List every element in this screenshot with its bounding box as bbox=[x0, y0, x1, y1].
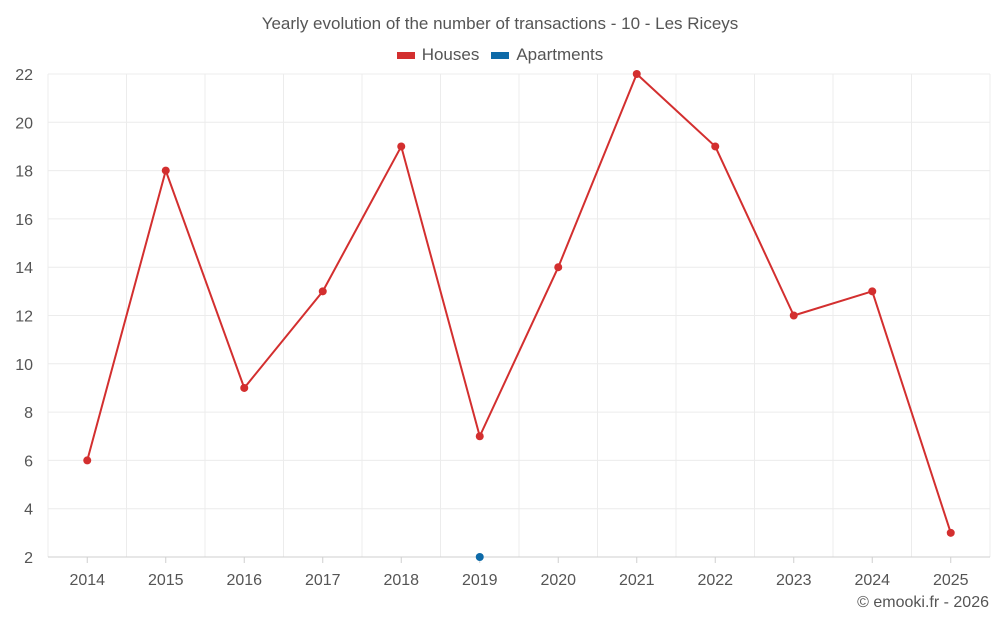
axes bbox=[48, 556, 990, 563]
x-tick-labels: 2014 2015 2016 2017 2018 2019 2020 2021 2022 2023… bbox=[69, 572, 968, 589]
legend-swatch-houses bbox=[396, 51, 415, 59]
grid bbox=[47, 73, 991, 557]
data-point-houses bbox=[789, 311, 798, 320]
data-point-houses bbox=[868, 287, 877, 296]
legend-label-houses: Houses bbox=[421, 45, 480, 64]
x-tick-label: 2023 bbox=[776, 572, 812, 589]
y-tick-label: 14 bbox=[15, 260, 33, 277]
y-tick-label: 4 bbox=[24, 502, 33, 519]
series-lines bbox=[86, 73, 952, 534]
x-tick-label: 2014 bbox=[69, 572, 105, 589]
data-point-houses bbox=[946, 528, 955, 537]
legend-swatch-apartments bbox=[491, 51, 510, 59]
y-tick-label: 18 bbox=[15, 164, 33, 181]
y-tick-label: 10 bbox=[15, 357, 33, 374]
data-point-houses bbox=[554, 263, 563, 272]
x-tick-label: 2024 bbox=[854, 572, 890, 589]
legend-item-houses[interactable]: Houses bbox=[396, 45, 480, 65]
data-point-houses bbox=[397, 142, 406, 151]
data-point-houses bbox=[475, 432, 484, 441]
legend-item-apartments[interactable]: Apartments bbox=[491, 45, 603, 65]
data-point-houses bbox=[240, 383, 249, 392]
x-tick-label: 2019 bbox=[462, 572, 498, 589]
x-tick-label: 2021 bbox=[619, 572, 655, 589]
y-tick-label: 12 bbox=[15, 309, 33, 326]
x-tick-label: 2018 bbox=[383, 572, 419, 589]
series-line-houses bbox=[86, 73, 952, 534]
legend-label-apartments: Apartments bbox=[516, 45, 604, 64]
x-tick-label: 2016 bbox=[226, 572, 262, 589]
credit: © emooki.fr - 2026 bbox=[857, 594, 989, 611]
data-point-houses bbox=[83, 456, 92, 465]
y-tick-label: 2 bbox=[24, 550, 33, 567]
data-point-houses bbox=[318, 287, 327, 296]
data-point-houses bbox=[711, 142, 720, 151]
chart-title: Yearly evolution of the number of transa… bbox=[261, 14, 739, 33]
legend: Houses Apartments bbox=[0, 45, 1000, 65]
x-tick-label: 2022 bbox=[697, 572, 733, 589]
y-tick-label: 16 bbox=[15, 212, 33, 229]
x-tick-label: 2025 bbox=[933, 572, 969, 589]
y-tick-labels: 2 4 6 8 10 12 14 16 18 20 22 bbox=[15, 67, 33, 567]
y-tick-label: 22 bbox=[15, 67, 33, 84]
x-tick-label: 2017 bbox=[305, 572, 341, 589]
data-point-houses bbox=[632, 70, 641, 78]
series-points bbox=[83, 70, 955, 561]
x-tick-label: 2015 bbox=[148, 572, 184, 589]
x-tick-label: 2020 bbox=[540, 572, 576, 589]
y-tick-label: 6 bbox=[24, 453, 33, 470]
data-point-houses bbox=[161, 166, 170, 175]
y-tick-label: 20 bbox=[15, 115, 33, 132]
data-point-apartments bbox=[475, 553, 484, 561]
y-tick-label: 8 bbox=[24, 405, 33, 422]
